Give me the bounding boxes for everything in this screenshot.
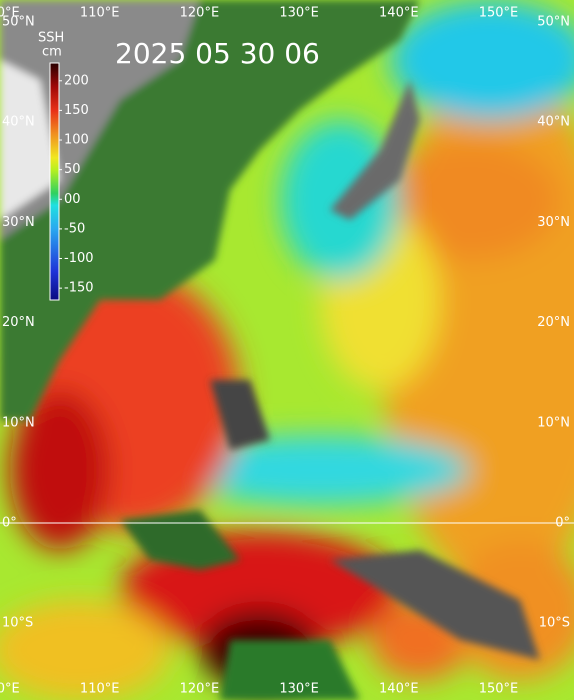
lon-label: 150°E: [479, 6, 519, 21]
map-title: 2025 05 30 06: [115, 37, 320, 70]
colorbar-tick-label: 100: [64, 133, 89, 148]
lat-label: 10°S: [2, 616, 33, 631]
lon-label: 120°E: [180, 6, 220, 21]
colorbar-tick-label: -50: [64, 221, 85, 236]
lat-label: 40°N: [537, 115, 570, 130]
lat-label: 10°N: [2, 415, 35, 430]
lat-label: 0°: [555, 516, 570, 531]
colorbar: [49, 62, 60, 301]
colorbar-tick-label: 150: [64, 103, 89, 118]
colorbar-tick-label: 50: [64, 162, 81, 177]
lat-label: 40°N: [2, 115, 35, 130]
lon-label: 130°E: [279, 6, 319, 21]
lon-label: 100°E: [0, 682, 20, 697]
colorbar-tick-label: -100: [64, 251, 94, 266]
lon-label: 130°E: [279, 682, 319, 697]
colorbar-tick-label: 200: [64, 73, 89, 88]
colorbar-tick-label: -150: [64, 281, 94, 296]
lon-label: 110°E: [80, 682, 120, 697]
lat-label: 30°N: [2, 215, 35, 230]
colorbar-unit: cm: [42, 45, 62, 60]
lat-label: 50°N: [2, 15, 35, 30]
lon-label: 140°E: [379, 6, 419, 21]
lat-label: 20°N: [537, 315, 570, 330]
lon-label: 110°E: [80, 6, 120, 21]
lon-label: 100°E: [0, 6, 20, 21]
lat-label: 10°N: [537, 415, 570, 430]
lat-label: 10°S: [539, 616, 570, 631]
colorbar-tick-label: 00: [64, 192, 81, 207]
lat-label: 0°: [2, 516, 17, 531]
lat-label: 30°N: [537, 215, 570, 230]
lat-label: 20°N: [2, 315, 35, 330]
colorbar-label: SSH: [38, 31, 64, 46]
lon-label: 150°E: [479, 682, 519, 697]
lat-label: 50°N: [537, 15, 570, 30]
lon-label: 140°E: [379, 682, 419, 697]
lon-label: 120°E: [180, 682, 220, 697]
